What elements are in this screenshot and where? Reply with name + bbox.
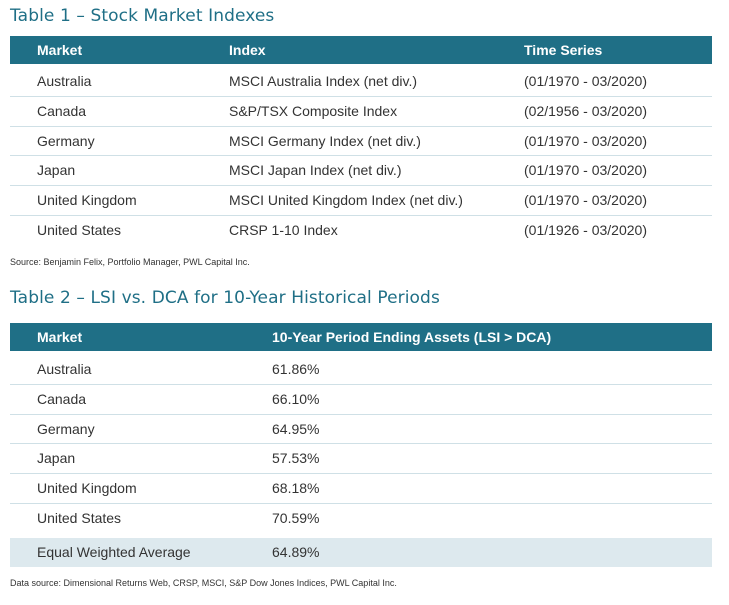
table-row: United States CRSP 1-10 Index (01/1926 -… [10,216,712,246]
table2-header-row: Market 10-Year Period Ending Assets (LSI… [10,323,712,351]
time-series-cell: (01/1970 - 03/2020) [524,192,647,209]
table1-body: Australia MSCI Australia Index (net div.… [10,67,712,246]
table-row: Canada 66.10% [10,385,712,415]
table-row: Germany MSCI Germany Index (net div.) (0… [10,127,712,157]
percent-cell: 68.18% [272,480,320,497]
table-row: United Kingdom 68.18% [10,474,712,504]
table-row: Australia 61.86% [10,355,712,385]
index-cell: MSCI Australia Index (net div.) [229,73,418,89]
equal-weighted-average-row: Equal Weighted Average 64.89% [10,538,712,567]
index-cell: CRSP 1-10 Index [229,221,338,238]
table-row: Australia MSCI Australia Index (net div.… [10,67,712,97]
table-row: United States 70.59% [10,504,712,534]
market-cell: Germany [37,420,95,437]
time-series-cell: (01/1970 - 03/2020) [524,132,647,149]
average-label: Equal Weighted Average [37,544,191,560]
market-cell: Germany [37,132,95,149]
percent-cell: 57.53% [272,450,320,467]
market-cell: Australia [37,73,92,89]
column-header-period-ending-assets: 10-Year Period Ending Assets (LSI > DCA) [272,329,552,345]
table2-title: Table 2 – LSI vs. DCA for 10-Year Histor… [10,288,440,308]
time-series-cell: (01/1970 - 03/2020) [524,73,647,89]
percent-cell: 66.10% [272,390,320,407]
table-row: Germany 64.95% [10,415,712,445]
market-cell: United Kingdom [37,480,137,497]
table-row: Japan MSCI Japan Index (net div.) (01/19… [10,156,712,187]
index-cell: MSCI United Kingdom Index (net div.) [229,192,463,209]
time-series-cell: (02/1956 - 03/2020) [524,102,647,119]
column-header-time-series: Time Series [524,42,603,58]
percent-cell: 61.86% [272,361,320,377]
market-cell: United States [37,509,122,526]
percent-cell: 70.59% [272,509,320,526]
table1-header-row: Market Index Time Series [10,36,712,64]
market-cell: United Kingdom [37,192,137,209]
time-series-cell: (01/1970 - 03/2020) [524,162,647,179]
average-value: 64.89% [272,544,320,560]
market-cell: Australia [37,361,92,377]
market-cell: Japan [37,450,76,467]
column-header-index: Index [229,42,266,58]
index-cell: MSCI Japan Index (net div.) [229,162,402,179]
table1-source-note: Source: Benjamin Felix, Portfolio Manage… [10,257,250,267]
market-cell: Japan [37,162,76,179]
table-row: Japan 57.53% [10,444,712,475]
column-header-market: Market [37,329,83,345]
percent-cell: 64.95% [272,420,320,437]
market-cell: Canada [37,102,87,119]
table-row: United Kingdom MSCI United Kingdom Index… [10,186,712,216]
market-cell: United States [37,221,122,238]
table1-title: Table 1 – Stock Market Indexes [10,6,275,26]
table-row: Canada S&P/TSX Composite Index (02/1956 … [10,97,712,127]
table2-body: Australia 61.86% Canada 66.10% Germany 6… [10,355,712,534]
column-header-market: Market [37,42,83,58]
table2-source-note: Data source: Dimensional Returns Web, CR… [10,578,397,588]
index-cell: MSCI Germany Index (net div.) [229,132,421,149]
market-cell: Canada [37,390,87,407]
index-cell: S&P/TSX Composite Index [229,102,398,119]
time-series-cell: (01/1926 - 03/2020) [524,221,647,238]
